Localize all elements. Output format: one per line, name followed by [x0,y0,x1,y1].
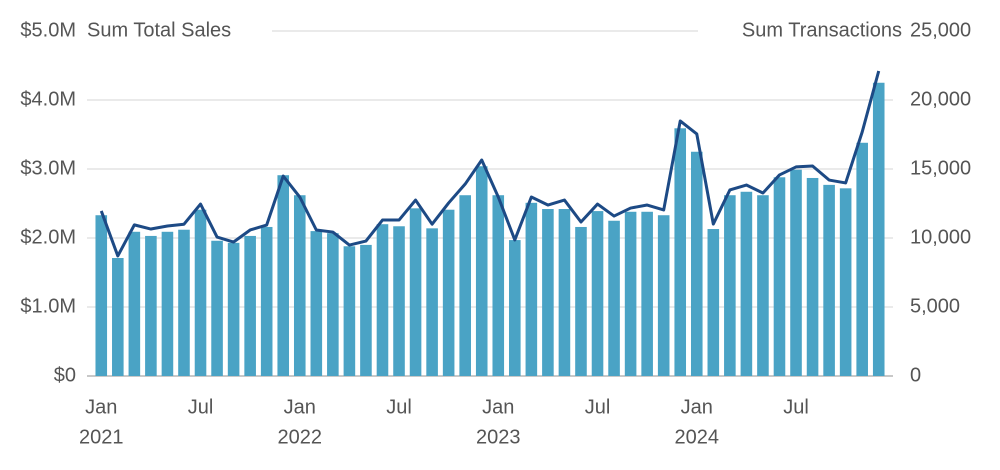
bar [145,235,157,376]
bar [459,195,471,376]
y-tick-label: $2.0M [20,226,76,248]
x-tick-label: Jul [188,396,214,418]
bar [624,211,637,376]
y-tick-label: $4.0M [20,88,76,110]
bars [95,82,885,376]
bar [393,226,405,376]
title-bg [698,16,904,46]
y2-tick-label: 5,000 [910,295,960,317]
x-tick-label: 2024 [675,426,720,448]
bar [806,177,819,376]
bar [194,209,207,376]
labels: $0 $1.0M $2.0M $3.0M $4.0M $5.0M 0 5,000 10,000 1… [20,19,971,448]
y2-tick-label: 10,000 [910,226,971,248]
y-tick-label: $3.0M [20,157,76,179]
bar [426,228,438,376]
bar [790,169,802,376]
bar [376,224,389,376]
bar [823,184,835,376]
title-bg [80,16,272,46]
bar [128,231,141,376]
bar [327,233,339,376]
bar [409,208,422,376]
bar [757,195,769,376]
y2-tick-label: 25,000 [910,19,971,41]
bar [95,215,108,376]
bar [542,209,554,376]
y2-tick-label: 15,000 [910,157,971,179]
bar [161,231,174,376]
bar [641,211,653,376]
bar [509,240,521,376]
line [99,70,881,258]
x-tick-label: Jan [284,396,316,418]
bar [492,195,505,376]
bar [856,142,868,376]
bar [591,211,604,376]
bar [343,246,356,376]
bar [442,209,455,376]
y-tick-label: $0 [54,364,76,386]
bar [227,242,240,376]
bar [525,202,538,376]
x-tick-label: Jul [386,396,412,418]
x-tick-label: Jan [681,396,713,418]
bar [475,166,488,376]
bar [657,215,670,376]
bar [724,195,736,376]
bar [360,244,372,376]
bar [244,235,256,376]
bar [558,209,571,376]
bar [839,188,852,376]
bar [773,177,786,376]
x-tick-label: Jan [85,396,117,418]
y2-tick-label: 0 [910,364,921,386]
x-tick-label: 2023 [476,426,521,448]
bar [112,258,124,376]
bar [674,128,687,376]
bar [293,195,306,376]
bar [608,220,620,376]
bar [707,229,720,376]
bar [211,240,223,376]
y2-axis-title: Sum Transactions [742,19,902,41]
bar [310,231,323,376]
bar [740,191,753,376]
x-tick-label: Jul [585,396,611,418]
bar [690,151,703,376]
bar [575,226,587,376]
x-tick-label: Jul [783,396,809,418]
y2-tick-label: 20,000 [910,88,971,110]
y-tick-label: $5.0M [20,19,76,41]
bar [872,82,885,376]
y-tick-label: $1.0M [20,295,76,317]
bar [178,229,190,376]
bar [260,226,273,376]
y-axis-title: Sum Total Sales [87,19,231,41]
x-tick-label: 2022 [278,426,323,448]
bar [277,175,290,376]
x-tick-label: 2021 [79,426,124,448]
lines [99,70,881,258]
x-tick-label: Jan [482,396,514,418]
grid [87,30,893,377]
